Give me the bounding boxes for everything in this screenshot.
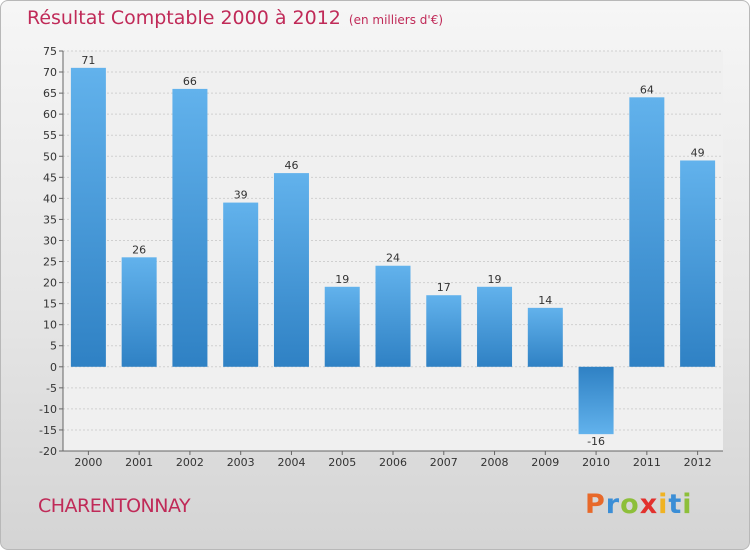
data-label: 24 bbox=[386, 252, 400, 265]
x-tick-label: 2000 bbox=[74, 456, 102, 469]
y-tick-label: 40 bbox=[43, 192, 57, 205]
y-tick-label: 20 bbox=[43, 277, 57, 290]
x-tick-label: 2011 bbox=[633, 456, 661, 469]
y-tick-label: 35 bbox=[43, 213, 57, 226]
y-tick-label: 65 bbox=[43, 87, 57, 100]
bar bbox=[527, 307, 563, 367]
x-tick-label: 2004 bbox=[277, 456, 305, 469]
y-tick-label: 0 bbox=[50, 361, 57, 374]
bar bbox=[426, 295, 462, 367]
data-label: 64 bbox=[640, 83, 654, 96]
x-tick-label: 2010 bbox=[582, 456, 610, 469]
data-label: 26 bbox=[132, 243, 146, 256]
y-tick-label: 55 bbox=[43, 129, 57, 142]
chart-title-text: Résultat Comptable 2000 à 2012 bbox=[27, 7, 341, 29]
y-tick-label: 15 bbox=[43, 298, 57, 311]
logo-letter: o bbox=[620, 489, 640, 520]
x-tick-label: 2005 bbox=[328, 456, 356, 469]
data-label: 71 bbox=[81, 54, 95, 67]
data-label: -16 bbox=[587, 435, 605, 448]
chart-subtitle: (en milliers d'€) bbox=[348, 13, 444, 27]
data-label: 14 bbox=[538, 294, 552, 307]
logo-letter: x bbox=[639, 489, 659, 520]
logo-letter: i bbox=[658, 489, 669, 520]
data-label: 17 bbox=[437, 281, 451, 294]
y-tick-label: 50 bbox=[43, 150, 57, 163]
y-tick-label: 5 bbox=[50, 340, 57, 353]
bar bbox=[172, 88, 208, 367]
bar bbox=[121, 257, 157, 367]
bar bbox=[273, 173, 309, 367]
x-tick-label: 2001 bbox=[125, 456, 153, 469]
y-tick-label: 30 bbox=[43, 234, 57, 247]
data-label: 46 bbox=[284, 159, 298, 172]
x-tick-label: 2012 bbox=[684, 456, 712, 469]
chart-title: Résultat Comptable 2000 à 2012 (en millie… bbox=[27, 7, 443, 29]
bar bbox=[578, 366, 614, 435]
y-tick-label: -20 bbox=[39, 445, 57, 458]
y-tick-label: 75 bbox=[43, 45, 57, 58]
data-label: 39 bbox=[234, 189, 248, 202]
y-tick-label: -10 bbox=[39, 403, 57, 416]
proxiti-logo: Proxiti bbox=[585, 489, 693, 520]
x-tick-label: 2002 bbox=[176, 456, 204, 469]
logo-letter: i bbox=[682, 489, 693, 520]
y-tick-label: 70 bbox=[43, 66, 57, 79]
data-label: 19 bbox=[488, 273, 502, 286]
x-tick-label: 2006 bbox=[379, 456, 407, 469]
logo-letter: r bbox=[605, 489, 621, 520]
x-tick-label: 2003 bbox=[227, 456, 255, 469]
bar bbox=[680, 160, 716, 367]
bar bbox=[629, 97, 665, 367]
y-tick-label: -15 bbox=[39, 424, 57, 437]
data-label: 49 bbox=[691, 146, 705, 159]
y-tick-label: 60 bbox=[43, 108, 57, 121]
x-tick-label: 2008 bbox=[481, 456, 509, 469]
logo-letter: t bbox=[668, 489, 683, 520]
x-tick-label: 2009 bbox=[531, 456, 559, 469]
y-tick-label: 45 bbox=[43, 171, 57, 184]
logo-letter: P bbox=[585, 489, 606, 520]
location-name: CHARENTONNAY bbox=[38, 495, 191, 517]
bar bbox=[375, 265, 411, 367]
bar bbox=[70, 67, 106, 367]
y-tick-label: -5 bbox=[46, 382, 57, 395]
data-label: 66 bbox=[183, 75, 197, 88]
bar bbox=[324, 286, 360, 367]
y-tick-label: 25 bbox=[43, 256, 57, 269]
bar bbox=[477, 286, 513, 367]
data-label: 19 bbox=[335, 273, 349, 286]
y-tick-label: 10 bbox=[43, 319, 57, 332]
bar bbox=[223, 202, 259, 367]
x-tick-label: 2007 bbox=[430, 456, 458, 469]
